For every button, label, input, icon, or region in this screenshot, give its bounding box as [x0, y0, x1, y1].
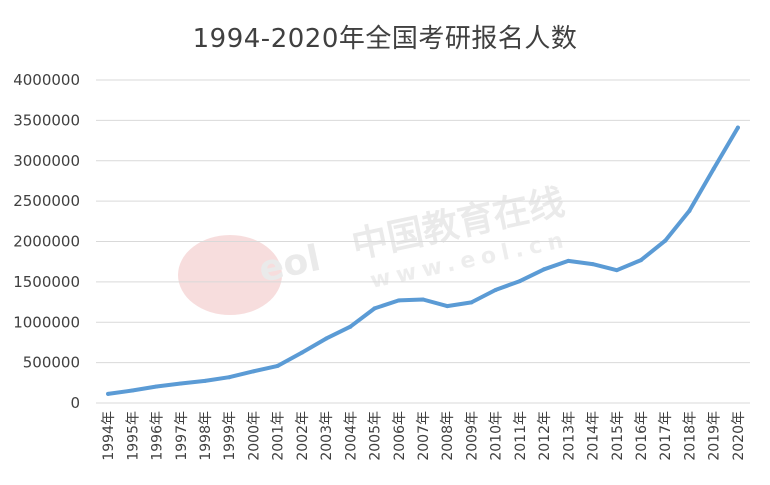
data-point: [396, 298, 401, 303]
x-tick-label: 1996年: [150, 411, 166, 461]
data-point: [324, 336, 329, 341]
data-point: [687, 208, 692, 213]
x-tick-label: 2003年: [319, 411, 335, 461]
data-point: [178, 381, 183, 386]
y-axis: 0 500000 1000000 1500000 2000000 2500000 30000…: [13, 71, 80, 412]
series-layer: [106, 125, 740, 396]
watermark-logo-icon: [178, 235, 282, 315]
y-tick-label: 4000000: [13, 71, 80, 89]
watermark: eol 中国教育在线 www.eol.cn: [178, 182, 571, 315]
data-point: [130, 388, 135, 393]
data-point: [590, 262, 595, 267]
x-axis: 1994年 1995年 1996年 1997年 1998年 1999年 2000年 2001年…: [101, 411, 747, 461]
data-point: [542, 267, 547, 272]
x-tick-label: 1994年: [101, 411, 117, 461]
x-tick-label: 2006年: [392, 411, 408, 461]
x-tick-label: 2002年: [295, 411, 311, 461]
data-point: [348, 324, 353, 329]
y-tick-label: 0: [70, 394, 80, 412]
x-tick-label: 1997年: [174, 411, 190, 461]
data-point: [299, 350, 304, 355]
grid-lines: [96, 79, 750, 404]
x-tick-label: 2018年: [682, 411, 698, 461]
data-point: [735, 125, 740, 130]
data-point: [711, 166, 716, 171]
x-tick-label: 2005年: [368, 411, 384, 461]
data-point: [663, 238, 668, 243]
x-tick-label: 2008年: [440, 411, 456, 461]
y-tick-label: 3500000: [13, 111, 80, 129]
x-tick-label: 2001年: [271, 411, 287, 461]
x-tick-label: 1999年: [222, 411, 238, 461]
data-point: [566, 258, 571, 263]
data-point: [493, 287, 498, 292]
x-tick-label: 2014年: [586, 411, 602, 461]
data-point: [203, 378, 207, 383]
data-point: [251, 369, 256, 374]
x-tick-label: 2004年: [343, 411, 359, 461]
x-tick-label: 2009年: [464, 411, 480, 461]
x-tick-label: 2016年: [634, 411, 650, 461]
x-tick-label: 1998年: [198, 411, 214, 461]
x-tick-label: 2007年: [416, 411, 432, 461]
x-tick-label: 2011年: [513, 411, 529, 461]
x-tick-label: 1995年: [125, 411, 141, 461]
x-tick-label: 2012年: [537, 411, 553, 461]
data-point: [372, 306, 377, 311]
chart-title: 1994-2020年全国考研报名人数: [192, 24, 578, 54]
x-tick-label: 2019年: [707, 411, 723, 461]
x-tick-label: 2015年: [610, 411, 626, 461]
x-tick-label: 2013年: [561, 411, 577, 461]
watermark-logo: eol: [255, 238, 324, 291]
data-point: [275, 363, 280, 368]
x-tick-label: 2010年: [489, 411, 505, 461]
data-point: [421, 297, 425, 302]
x-tick-label: 2020年: [731, 411, 747, 461]
y-tick-label: 2500000: [13, 192, 80, 210]
data-point: [517, 279, 522, 284]
x-tick-label: 2000年: [246, 411, 262, 461]
y-tick-label: 500000: [23, 354, 80, 372]
data-point: [445, 304, 450, 309]
data-point: [469, 300, 474, 305]
data-point: [154, 384, 159, 389]
data-point: [639, 258, 643, 263]
data-point: [227, 375, 232, 380]
x-tick-label: 2017年: [658, 411, 674, 461]
data-point: [614, 268, 619, 273]
y-tick-label: 3000000: [13, 152, 80, 170]
y-tick-label: 1500000: [13, 273, 80, 291]
y-tick-label: 1000000: [13, 313, 80, 331]
y-tick-label: 2000000: [13, 233, 80, 251]
data-point: [106, 391, 111, 396]
